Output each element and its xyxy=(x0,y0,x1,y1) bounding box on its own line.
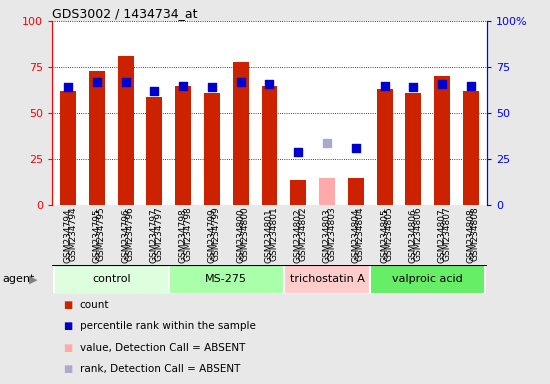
Text: GSM234803: GSM234803 xyxy=(327,207,336,262)
Text: GSM234804: GSM234804 xyxy=(351,209,360,263)
Text: GSM234802: GSM234802 xyxy=(298,207,307,261)
Bar xyxy=(54,265,169,294)
Point xyxy=(409,84,418,91)
Bar xyxy=(89,71,104,205)
Text: GSM234798: GSM234798 xyxy=(179,209,188,263)
Point xyxy=(323,140,332,146)
Text: MS-275: MS-275 xyxy=(205,274,248,285)
Text: value, Detection Call = ABSENT: value, Detection Call = ABSENT xyxy=(80,343,245,353)
Point xyxy=(294,149,302,155)
Bar xyxy=(370,265,485,294)
Bar xyxy=(434,76,450,205)
Text: GSM234805: GSM234805 xyxy=(380,209,389,263)
Point xyxy=(351,145,360,151)
Text: ■: ■ xyxy=(63,343,73,353)
Bar xyxy=(319,178,335,205)
Text: ■: ■ xyxy=(63,321,73,331)
Text: GDS3002 / 1434734_at: GDS3002 / 1434734_at xyxy=(52,7,198,20)
Bar xyxy=(175,86,191,205)
Bar xyxy=(233,62,249,205)
Text: GSM234799: GSM234799 xyxy=(212,207,221,262)
Text: GSM234795: GSM234795 xyxy=(97,207,106,262)
Point xyxy=(207,84,216,91)
Text: GSM234804: GSM234804 xyxy=(356,207,365,261)
Point xyxy=(236,79,245,85)
Bar xyxy=(377,89,393,205)
Point xyxy=(150,88,159,94)
Text: GSM234807: GSM234807 xyxy=(438,209,447,263)
Text: GSM234806: GSM234806 xyxy=(414,207,422,262)
Text: GSM234801: GSM234801 xyxy=(270,207,278,262)
Text: GSM234808: GSM234808 xyxy=(471,207,480,262)
Text: GSM234800: GSM234800 xyxy=(236,209,245,263)
Bar xyxy=(118,56,134,205)
Bar xyxy=(290,180,306,205)
Text: GSM234796: GSM234796 xyxy=(125,207,135,262)
Text: valproic acid: valproic acid xyxy=(392,274,463,285)
Text: GSM234801: GSM234801 xyxy=(265,209,274,263)
Text: percentile rank within the sample: percentile rank within the sample xyxy=(80,321,256,331)
Text: GSM234808: GSM234808 xyxy=(466,209,475,263)
Bar xyxy=(60,91,76,205)
Text: GSM234797: GSM234797 xyxy=(150,209,159,263)
Text: GSM234803: GSM234803 xyxy=(322,209,332,263)
Point xyxy=(179,83,188,89)
Text: count: count xyxy=(80,300,109,310)
Text: GSM234802: GSM234802 xyxy=(294,209,302,263)
Text: GSM234798: GSM234798 xyxy=(183,207,192,262)
Text: GSM234799: GSM234799 xyxy=(207,209,217,263)
Bar xyxy=(204,93,220,205)
Text: ■: ■ xyxy=(63,364,73,374)
Text: GSM234795: GSM234795 xyxy=(92,209,101,263)
Text: GSM234806: GSM234806 xyxy=(409,209,418,263)
Text: GSM234796: GSM234796 xyxy=(121,209,130,263)
Text: trichostatin A: trichostatin A xyxy=(290,274,365,285)
Text: GSM234805: GSM234805 xyxy=(384,207,394,262)
Bar xyxy=(146,97,162,205)
Bar xyxy=(169,265,284,294)
Bar xyxy=(405,93,421,205)
Point xyxy=(380,83,389,89)
Point xyxy=(466,83,475,89)
Point xyxy=(64,84,73,91)
Text: ■: ■ xyxy=(63,300,73,310)
Bar xyxy=(348,178,364,205)
Text: GSM234800: GSM234800 xyxy=(241,207,250,262)
Point xyxy=(438,81,447,87)
Bar xyxy=(284,265,370,294)
Text: GSM234794: GSM234794 xyxy=(68,207,77,261)
Text: GSM234794: GSM234794 xyxy=(64,209,73,263)
Text: GSM234797: GSM234797 xyxy=(155,207,163,262)
Bar xyxy=(262,86,277,205)
Text: agent: agent xyxy=(3,274,35,285)
Text: rank, Detection Call = ABSENT: rank, Detection Call = ABSENT xyxy=(80,364,240,374)
Text: ▶: ▶ xyxy=(29,274,37,285)
Point xyxy=(121,79,130,85)
Bar xyxy=(463,91,479,205)
Text: GSM234807: GSM234807 xyxy=(442,207,451,262)
Text: control: control xyxy=(92,274,130,285)
Point xyxy=(265,81,274,87)
Point xyxy=(92,79,101,85)
